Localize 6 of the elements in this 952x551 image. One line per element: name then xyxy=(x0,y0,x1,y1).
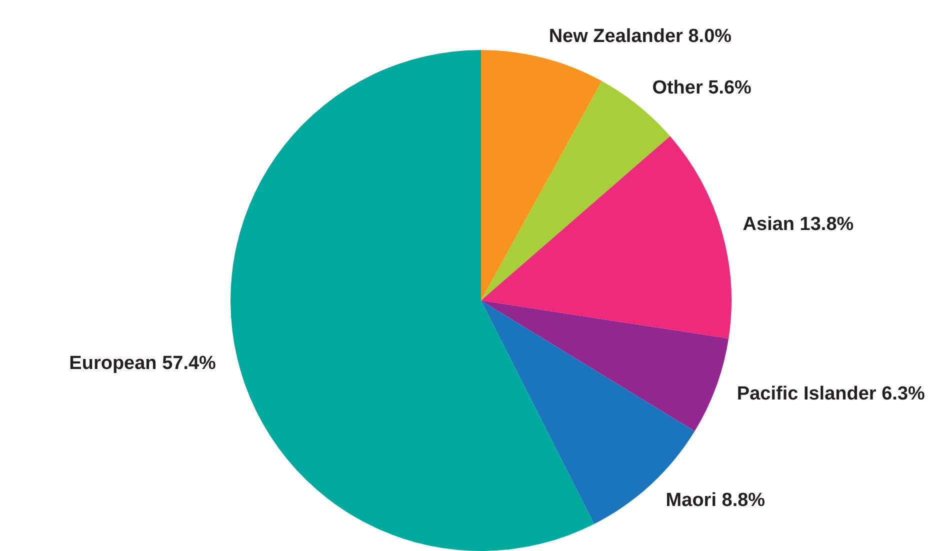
slice-label: Asian 13.8% xyxy=(742,214,854,236)
slice-label: European 57.4% xyxy=(69,352,216,374)
slice-label: Pacific Islander 6.3% xyxy=(736,383,926,404)
slice-label: New Zealander 8.0% xyxy=(548,26,732,47)
slice-label: Maori 8.8% xyxy=(666,490,766,511)
slice-label: Other 5.6% xyxy=(652,78,752,99)
